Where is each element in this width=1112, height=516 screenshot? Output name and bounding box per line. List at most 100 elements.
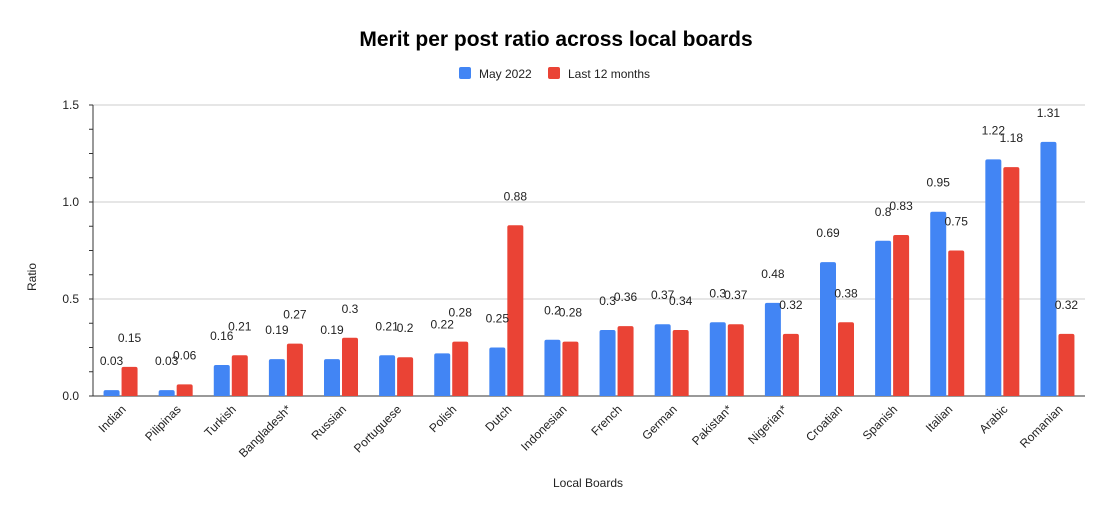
bar-may-2022 bbox=[599, 330, 616, 396]
x-tick-label: Spanish bbox=[860, 402, 901, 443]
data-label: 0.3 bbox=[342, 302, 359, 316]
data-label: 0.21 bbox=[228, 319, 252, 333]
data-label: 0.15 bbox=[118, 331, 142, 345]
bar-may-2022 bbox=[709, 322, 726, 396]
y-tick-label: 1.5 bbox=[62, 98, 79, 112]
bar-last-12-months bbox=[1058, 333, 1075, 396]
bar-last-12-months bbox=[948, 250, 965, 396]
x-tick-label: Nigerian* bbox=[745, 402, 790, 447]
bar-may-2022 bbox=[875, 240, 892, 396]
data-label: 0.69 bbox=[816, 226, 840, 240]
bar-last-12-months bbox=[121, 366, 138, 396]
bar-last-12-months bbox=[342, 337, 358, 396]
bar-last-12-months bbox=[617, 326, 634, 396]
data-label: 0.2 bbox=[544, 304, 561, 318]
x-tick-label: Portuguese bbox=[351, 402, 405, 456]
bar-last-12-months bbox=[1003, 167, 1020, 396]
x-tick-label: Arabic bbox=[977, 402, 1011, 436]
bar-may-2022 bbox=[103, 390, 120, 396]
y-axis-ticks: 0.0 0.5 1.0 1.5 bbox=[62, 98, 79, 403]
y-tick-label: 1.0 bbox=[62, 195, 79, 209]
data-label: 0.8 bbox=[875, 205, 892, 219]
x-tick-label: Pakistan* bbox=[689, 402, 735, 448]
data-label: 0.25 bbox=[486, 312, 510, 326]
x-tick-label: Croatian bbox=[803, 402, 845, 444]
x-tick-label: Italian bbox=[923, 402, 956, 435]
x-tick-label: German bbox=[639, 402, 680, 443]
data-label: 0.32 bbox=[1055, 298, 1079, 312]
y-tick-label: 0.0 bbox=[62, 389, 79, 403]
x-tick-label: Indonesian bbox=[518, 402, 569, 453]
data-label: 0.22 bbox=[431, 317, 455, 331]
bar-last-12-months bbox=[727, 324, 744, 396]
bar-may-2022 bbox=[1040, 141, 1057, 396]
bar-last-12-months bbox=[231, 355, 248, 396]
data-label: 0.19 bbox=[265, 323, 289, 337]
data-label: 1.22 bbox=[982, 123, 1006, 137]
data-label: 0.36 bbox=[614, 290, 638, 304]
bar-may-2022 bbox=[764, 302, 781, 396]
x-tick-label: Indian bbox=[96, 402, 129, 435]
bar-last-12-months bbox=[176, 384, 193, 396]
data-label: 0.3 bbox=[599, 294, 616, 308]
chart-title: Merit per post ratio across local boards bbox=[359, 28, 752, 51]
data-labels: 0.030.150.030.060.160.21 0.190.270.190.30… bbox=[100, 106, 1079, 368]
bar-may-2022 bbox=[268, 359, 285, 396]
legend: May 2022 Last 12 months bbox=[459, 67, 650, 81]
x-tick-label: Pilipinas bbox=[142, 402, 184, 444]
data-label: 0.2 bbox=[397, 321, 414, 335]
bars bbox=[103, 141, 1075, 396]
bar-last-12-months bbox=[672, 330, 689, 396]
data-label: 0.88 bbox=[504, 189, 528, 203]
bar-may-2022 bbox=[930, 211, 947, 396]
bar-last-12-months bbox=[452, 341, 469, 396]
bar-last-12-months bbox=[893, 234, 910, 396]
bar-may-2022 bbox=[158, 390, 175, 396]
x-axis-title: Local Boards bbox=[553, 476, 623, 490]
data-label: 0.32 bbox=[779, 298, 803, 312]
data-label: 0.34 bbox=[669, 294, 693, 308]
bar-may-2022 bbox=[379, 355, 396, 396]
x-tick-label: Polish bbox=[426, 402, 459, 435]
data-label: 0.27 bbox=[283, 308, 307, 322]
x-tick-label: Russian bbox=[309, 402, 350, 443]
data-label: 0.03 bbox=[155, 354, 179, 368]
data-label: 1.31 bbox=[1037, 106, 1061, 120]
bar-may-2022 bbox=[820, 262, 836, 396]
data-label: 0.19 bbox=[320, 323, 344, 337]
x-tick-label: Dutch bbox=[482, 402, 514, 434]
legend-swatch-last-12-months bbox=[548, 67, 560, 79]
bar-may-2022 bbox=[434, 353, 451, 396]
data-label: 0.28 bbox=[559, 306, 583, 320]
data-label: 0.75 bbox=[945, 215, 969, 229]
bar-last-12-months bbox=[838, 322, 854, 396]
x-tick-label: Turkish bbox=[201, 402, 238, 439]
data-label: 0.37 bbox=[724, 288, 748, 302]
y-axis-title: Ratio bbox=[25, 263, 39, 291]
data-label: 0.37 bbox=[651, 288, 675, 302]
data-label: 0.83 bbox=[889, 199, 913, 213]
bar-last-12-months bbox=[397, 357, 414, 396]
data-label: 0.21 bbox=[375, 319, 399, 333]
data-label: 0.3 bbox=[709, 286, 726, 300]
x-tick-label: Bangladesh* bbox=[236, 402, 294, 460]
bar-may-2022 bbox=[544, 339, 561, 396]
data-label: 0.28 bbox=[449, 306, 473, 320]
data-label: 0.03 bbox=[100, 354, 124, 368]
x-tick-label: Romanian bbox=[1017, 402, 1066, 451]
bar-may-2022 bbox=[654, 324, 671, 396]
bar-may-2022 bbox=[489, 347, 506, 396]
bar-may-2022 bbox=[213, 364, 230, 396]
bar-last-12-months bbox=[507, 225, 524, 396]
data-label: 0.06 bbox=[173, 348, 197, 362]
bar-may-2022 bbox=[324, 359, 340, 396]
data-label: 0.48 bbox=[761, 267, 785, 281]
legend-label-last-12-months: Last 12 months bbox=[568, 67, 650, 81]
bar-last-12-months bbox=[286, 343, 303, 396]
gridlines bbox=[89, 104, 1085, 397]
legend-swatch-may-2022 bbox=[459, 67, 471, 79]
legend-label-may-2022: May 2022 bbox=[479, 67, 532, 81]
data-label: 0.38 bbox=[834, 286, 858, 300]
data-label: 0.16 bbox=[210, 329, 234, 343]
